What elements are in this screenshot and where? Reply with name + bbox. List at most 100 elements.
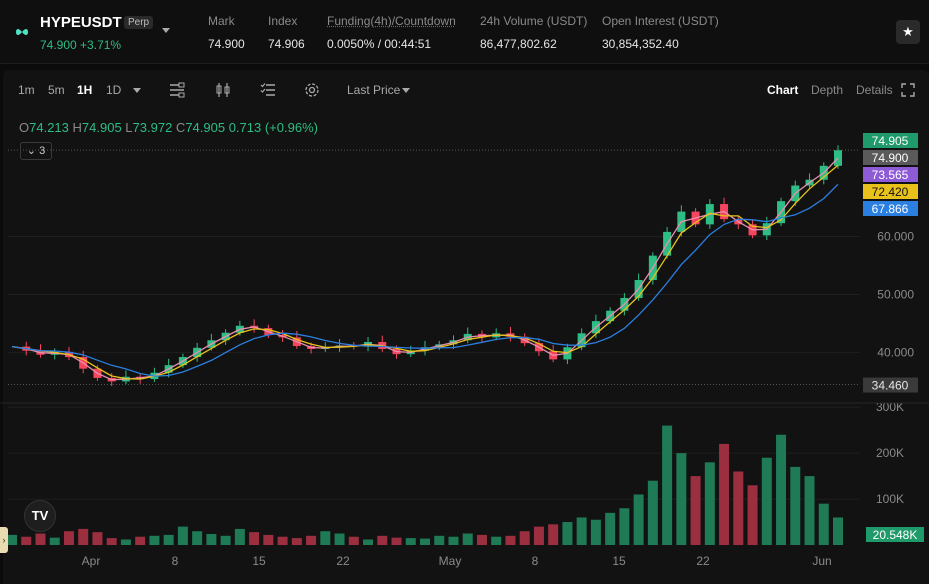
volume-axis-label: 100K: [876, 492, 904, 506]
volume-bar: [405, 538, 416, 545]
stat-funding: Funding(4h)/Countdown 0.0050% / 00:44:51: [327, 14, 456, 51]
volume-bar: [690, 476, 701, 545]
time-axis-label: 22: [336, 554, 350, 568]
tab-depth[interactable]: Depth: [811, 83, 844, 97]
volume-bar: [476, 534, 487, 545]
volume-bar: [291, 538, 302, 545]
indicator-collapse-toggle[interactable]: ⌄ 3: [20, 142, 52, 160]
symbol-name[interactable]: HYPEUSDT: [40, 14, 122, 31]
timeframe-5m[interactable]: 5m: [48, 83, 65, 97]
volume-bar: [719, 443, 730, 545]
price-tag-label: 73.565: [872, 168, 909, 182]
fullscreen-icon[interactable]: [901, 83, 915, 97]
price-axis-label: 40.000: [877, 345, 914, 359]
stat-index: Index 74.906: [268, 14, 305, 51]
volume-bar: [676, 453, 687, 545]
time-axis-label: Apr: [82, 554, 101, 568]
chart-toolbar: 1m 5m 1H 1D Last Price Chart Depth Detai…: [3, 70, 929, 108]
volume-bar: [35, 533, 46, 545]
candle-body: [834, 150, 842, 166]
volume-bar: [277, 536, 288, 545]
volume-bar: [21, 536, 32, 545]
volume-bar: [733, 471, 744, 545]
star-icon[interactable]: ★: [896, 20, 920, 44]
volume-bar: [363, 539, 374, 545]
tradingview-logo-icon[interactable]: TV: [24, 500, 56, 532]
price-type-select[interactable]: Last Price: [347, 83, 401, 97]
timeframe-1h[interactable]: 1H: [77, 83, 93, 97]
volume-bar: [804, 476, 815, 545]
volume-bar: [548, 524, 559, 545]
price-tag-bg: [863, 167, 918, 182]
candle-type-icon[interactable]: [215, 82, 231, 98]
drawing-list-icon[interactable]: [260, 82, 276, 98]
stat-volume: 24h Volume (USDT) 86,477,802.62: [480, 14, 588, 51]
ma-slow-line: [11, 183, 839, 377]
volume-bar: [420, 538, 430, 545]
time-axis-label: 8: [532, 554, 539, 568]
timeframe-dropdown-icon[interactable]: [133, 88, 141, 93]
chart-panel: 1m 5m 1H 1D Last Price Chart Depth Detai…: [3, 70, 929, 584]
price-axis-label: 50.000: [877, 287, 914, 301]
price-tag-bg: [863, 133, 918, 148]
low-tag-label: 34.460: [872, 379, 909, 393]
timeframe-1d[interactable]: 1D: [106, 83, 122, 97]
volume-bar: [462, 533, 473, 545]
volume-tag-bg: [866, 527, 924, 542]
volume-bar: [790, 466, 801, 545]
price-type-dropdown-icon[interactable]: [402, 88, 410, 93]
ticker-header: HYPEUSDT Perp 74.900 +3.71% Mark 74.900 I…: [0, 0, 929, 64]
price-axis-label: 60.000: [877, 230, 914, 244]
time-axis-label: 15: [252, 554, 266, 568]
indicators-icon[interactable]: [169, 82, 185, 98]
price-tag-label: 74.905: [872, 134, 909, 148]
volume-tag-label: 20.548K: [873, 528, 918, 542]
volume-bar: [92, 532, 103, 545]
volume-bar: [177, 526, 188, 545]
volume-bar: [78, 528, 89, 545]
volume-bar: [220, 535, 231, 545]
volume-bar: [761, 457, 772, 545]
time-axis-label: 8: [172, 554, 179, 568]
volume-bar: [576, 517, 587, 545]
volume-bar: [605, 512, 616, 545]
volume-bar: [647, 480, 658, 545]
volume-bar: [377, 535, 388, 545]
volume-bar: [320, 531, 331, 545]
volume-bar: [818, 503, 829, 545]
volume-axis-label: 200K: [876, 446, 904, 460]
settings-icon[interactable]: [304, 82, 320, 98]
price-tag-label: 74.900: [872, 151, 909, 165]
volume-bar: [533, 526, 544, 545]
tab-details[interactable]: Details: [856, 83, 893, 97]
tab-chart[interactable]: Chart: [767, 83, 799, 97]
volume-bar: [334, 533, 345, 545]
time-axis-label: Jun: [812, 554, 831, 568]
volume-bar: [562, 522, 573, 545]
scroll-handle-icon[interactable]: ›: [0, 527, 8, 553]
volume-bar: [348, 536, 359, 545]
last-price: 74.900 +3.71%: [40, 38, 122, 52]
symbol-dropdown-icon[interactable]: [162, 28, 170, 33]
time-axis-label: 22: [696, 554, 710, 568]
volume-bar: [434, 535, 445, 545]
stat-mark: Mark 74.900: [208, 14, 245, 51]
volume-bar: [662, 425, 673, 545]
timeframe-1m[interactable]: 1m: [18, 83, 35, 97]
volume-bar: [633, 494, 644, 545]
volume-bar: [306, 535, 317, 545]
volume-bar: [519, 531, 530, 545]
volume-bar: [149, 535, 160, 545]
volume-bar: [747, 485, 758, 545]
volume-bar: [491, 536, 502, 545]
volume-bar: [49, 537, 60, 545]
volume-bar: [704, 462, 715, 545]
volume-bar: [833, 517, 843, 545]
volume-bar: [234, 528, 245, 545]
price-tag-bg: [863, 184, 918, 199]
volume-bar: [120, 539, 131, 545]
volume-bar: [249, 532, 260, 545]
volume-bar: [263, 534, 274, 545]
price-tag-label: 72.420: [872, 185, 909, 199]
